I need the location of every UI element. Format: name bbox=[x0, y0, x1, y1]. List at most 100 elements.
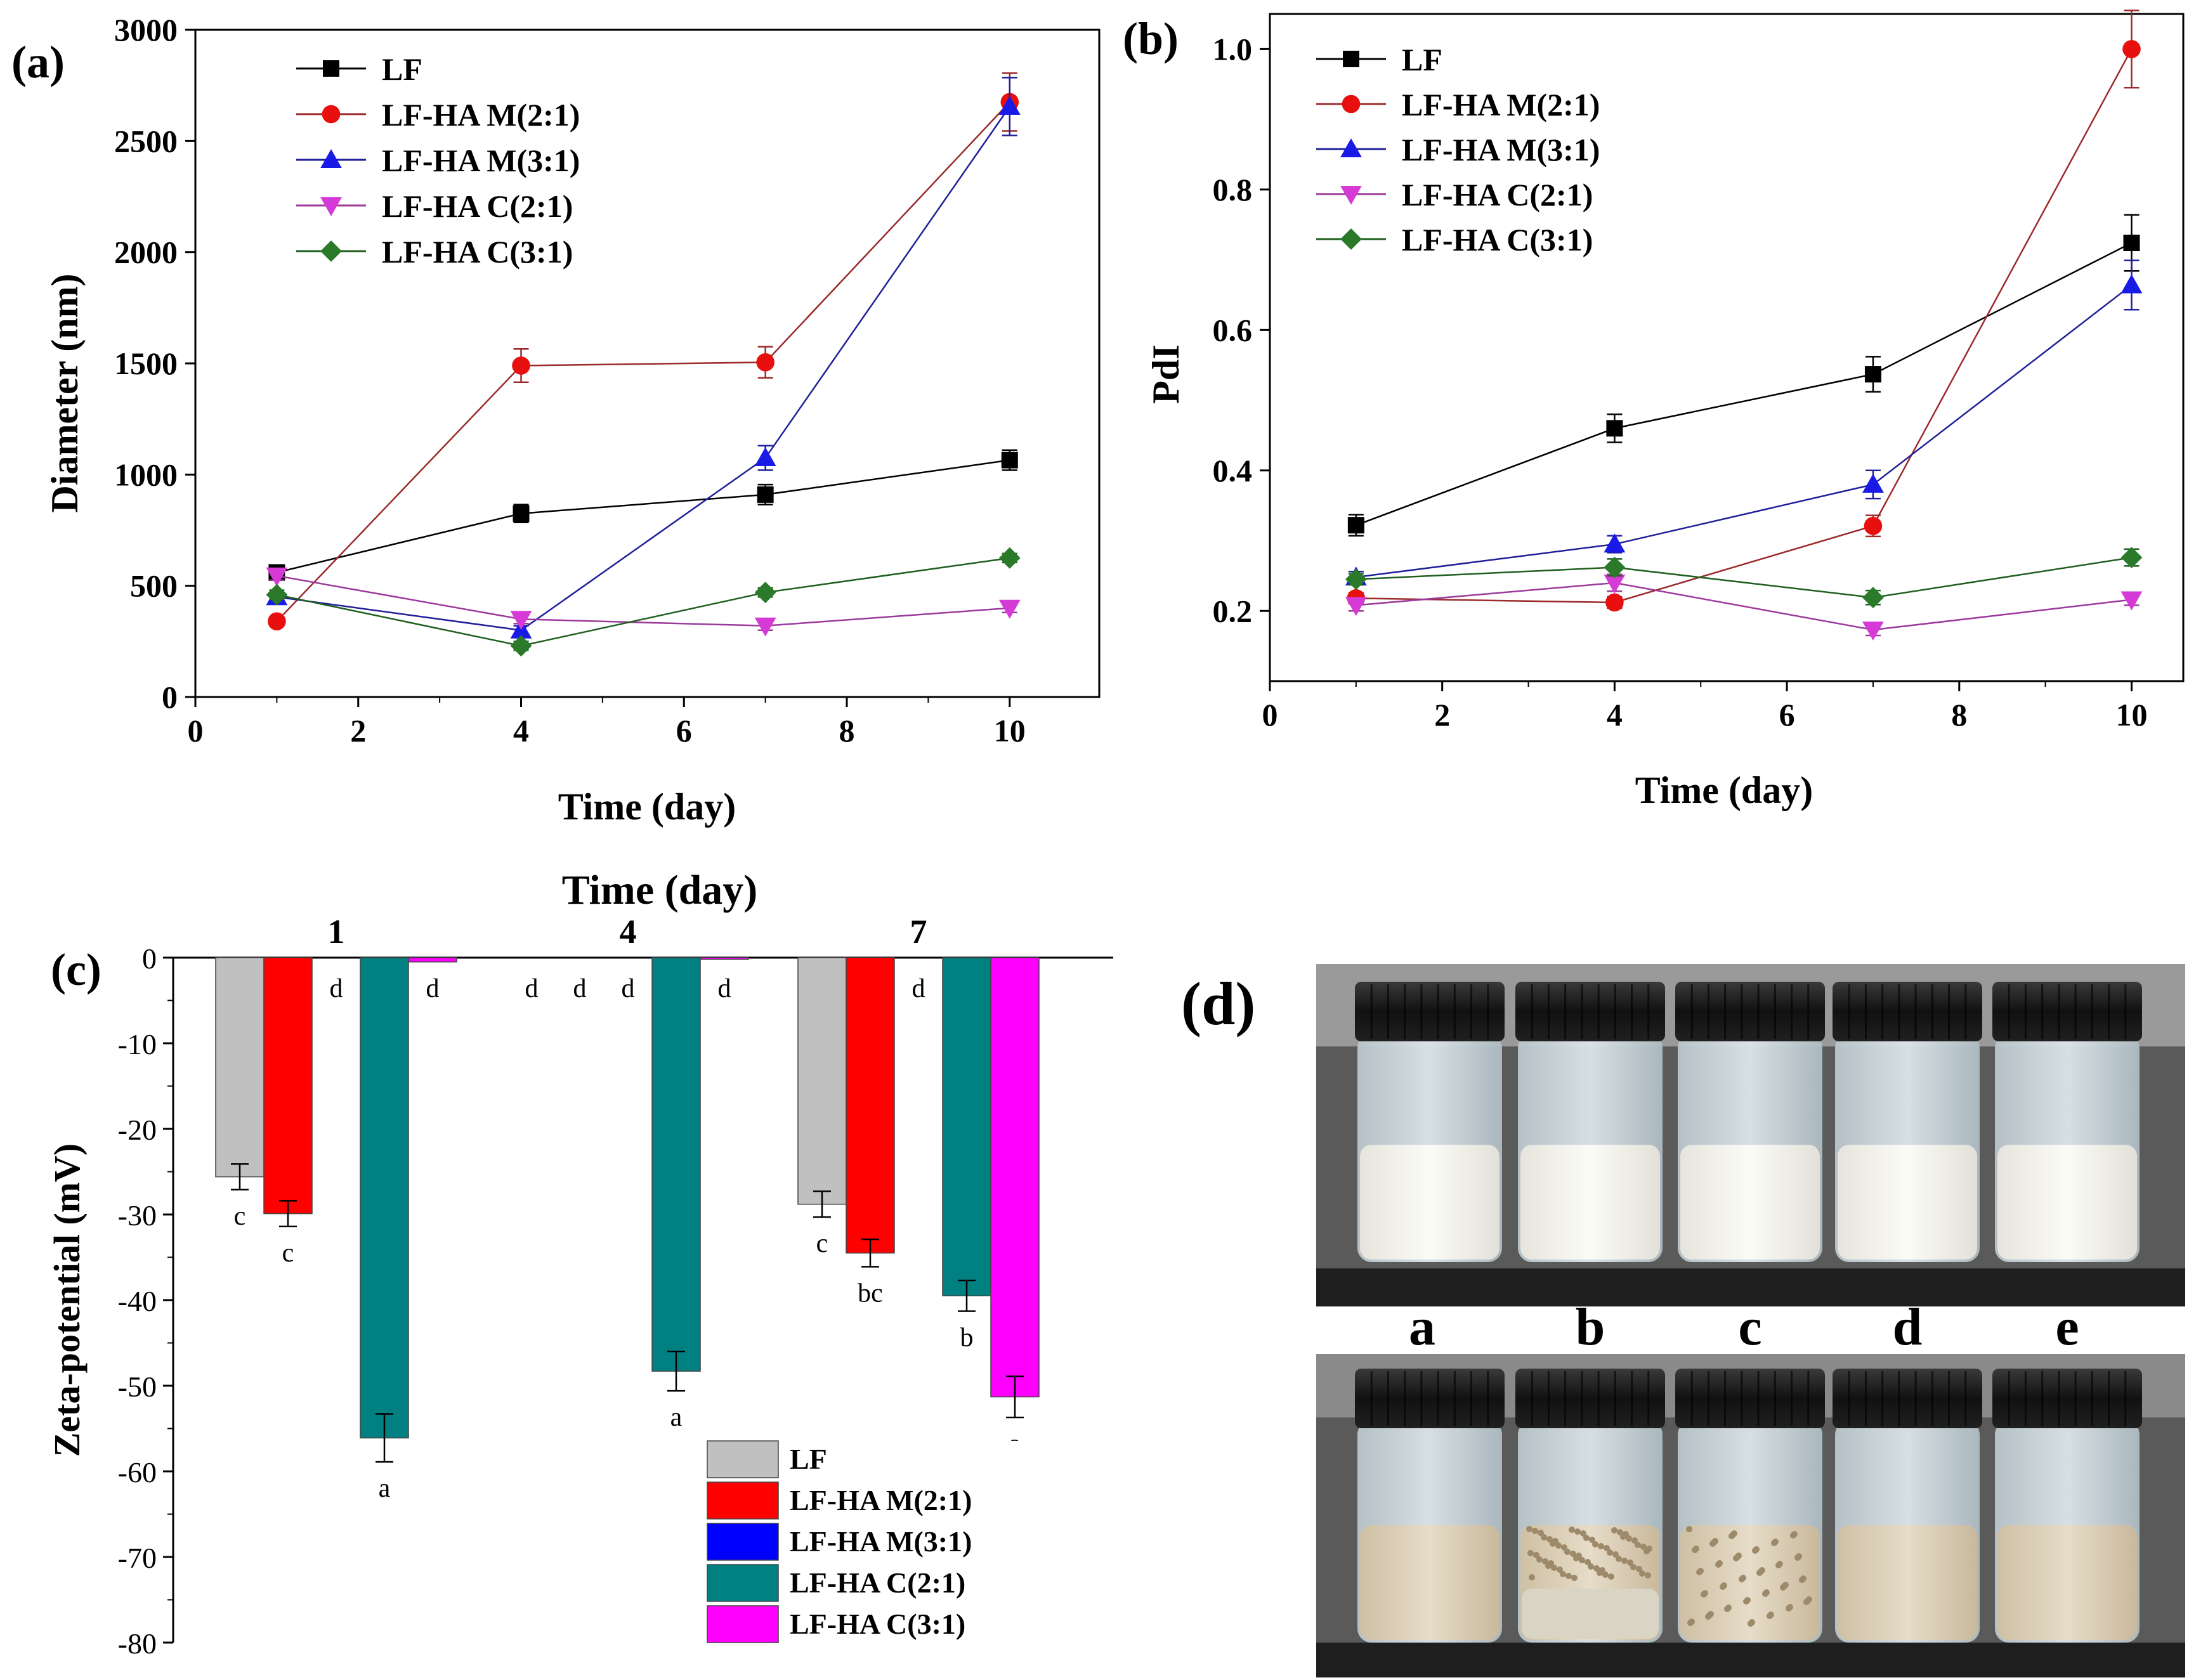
a-legend-marker-C31 bbox=[320, 240, 342, 262]
vial-particle bbox=[1716, 1560, 1723, 1566]
vial-particle bbox=[1593, 1565, 1600, 1572]
vial-cap bbox=[1675, 1369, 1825, 1428]
b-xtick-label: 2 bbox=[1434, 697, 1450, 733]
a-ytick-label: 0 bbox=[162, 679, 178, 715]
a-point-C31 bbox=[754, 582, 776, 604]
a-point-M31 bbox=[998, 96, 1021, 115]
c-legend-swatch-C31 bbox=[707, 1605, 779, 1643]
vial-particle bbox=[1740, 1575, 1746, 1581]
c-legend-swatch-M21 bbox=[707, 1481, 779, 1520]
c-bar-LF bbox=[215, 957, 265, 1178]
c-bar-M21 bbox=[846, 957, 895, 1254]
vial-particle bbox=[1621, 1558, 1628, 1564]
b-point-M21 bbox=[2122, 40, 2141, 58]
vial-particle bbox=[1731, 1530, 1737, 1537]
b-legend-label: LF bbox=[1402, 42, 1442, 77]
vial-particle bbox=[1565, 1573, 1572, 1579]
a-point-C31 bbox=[266, 583, 288, 606]
panel-a-ylabel: Diameter (nm) bbox=[44, 273, 86, 512]
c-significance-letter: d bbox=[912, 974, 925, 1003]
vial-particle bbox=[1635, 1542, 1641, 1548]
vial-particle bbox=[1791, 1531, 1798, 1537]
vial-particle bbox=[1588, 1563, 1594, 1570]
vial-particle bbox=[1557, 1566, 1563, 1573]
c-ytick-label: -70 bbox=[118, 1542, 157, 1574]
vial-label: d bbox=[1893, 1298, 1923, 1357]
panel-a-y-ticks: 0 500 1000 1500 2000 2500 3000 bbox=[114, 12, 195, 715]
c-bar-LF bbox=[797, 957, 847, 1205]
panel-b-frame bbox=[1269, 13, 2185, 682]
vial-before-1 bbox=[1515, 982, 1665, 1262]
vial-particle bbox=[1708, 1611, 1714, 1617]
b-point-C31 bbox=[1862, 587, 1884, 609]
vial-particle bbox=[1611, 1527, 1617, 1533]
vial-liquid bbox=[1997, 1145, 2137, 1260]
b-point-C31 bbox=[2120, 547, 2143, 569]
a-ytick-label: 1500 bbox=[114, 346, 178, 381]
vial-particle bbox=[1627, 1560, 1633, 1566]
vial-clear-layer bbox=[1522, 1589, 1659, 1639]
b-point-M31 bbox=[1604, 533, 1626, 553]
vial-particle bbox=[1768, 1612, 1774, 1618]
b-xtick-label: 0 bbox=[1262, 697, 1278, 733]
vial-particle bbox=[1541, 1534, 1547, 1540]
panel-b-pdi-chart: (b) 0 2 4 6 8 10 0.2 0.4 0.6 0.8 1.0 Time (day) P… bbox=[1123, 10, 2185, 811]
vial-particle bbox=[1806, 1596, 1812, 1603]
a-ytick-label: 1000 bbox=[114, 457, 178, 492]
c-legend-swatch-LF bbox=[707, 1440, 779, 1478]
b-point-C31 bbox=[1345, 568, 1367, 590]
vial-label: c bbox=[1738, 1298, 1761, 1357]
vial-particle bbox=[1626, 1535, 1632, 1542]
vial-after-0 bbox=[1355, 1369, 1505, 1643]
vial-particle bbox=[1744, 1597, 1751, 1603]
panel-c-title: Time (day) bbox=[562, 867, 758, 913]
vial-particle bbox=[1796, 1553, 1802, 1560]
vial-particle bbox=[1574, 1528, 1581, 1535]
a-point-LF bbox=[757, 486, 774, 503]
a-point-C21 bbox=[266, 567, 288, 587]
c-bar-C21 bbox=[942, 957, 991, 1296]
a-legend-marker-M21 bbox=[322, 105, 341, 124]
a-line-C21 bbox=[277, 575, 1010, 627]
vial-cap bbox=[1992, 1369, 2142, 1428]
vial-particle bbox=[1631, 1537, 1638, 1544]
vial-particle bbox=[1546, 1536, 1553, 1542]
vial-particle bbox=[1645, 1572, 1651, 1579]
vial-particle bbox=[1598, 1543, 1604, 1549]
c-significance-letter: d bbox=[330, 974, 343, 1003]
vial-particle bbox=[1579, 1557, 1585, 1563]
vial-particle bbox=[1777, 1561, 1783, 1567]
vial-particle bbox=[1608, 1573, 1614, 1580]
panel-b-label: (b) bbox=[1123, 13, 1179, 64]
b-legend-marker-LF bbox=[1343, 51, 1359, 67]
vial-particle bbox=[1787, 1604, 1793, 1610]
b-legend-marker-C31 bbox=[1340, 228, 1362, 250]
c-legend-label: LF-HA M(3:1) bbox=[790, 1525, 972, 1558]
vial-cap bbox=[1833, 1369, 1982, 1428]
c-significance-letter: b bbox=[960, 1324, 974, 1353]
vial-particle bbox=[1552, 1538, 1558, 1544]
a-legend-label: LF-HA C(2:1) bbox=[382, 188, 573, 224]
a-legend-label: LF-HA M(2:1) bbox=[382, 97, 580, 133]
vial-particle bbox=[1607, 1549, 1613, 1556]
a-point-M21 bbox=[756, 353, 774, 372]
c-ytick-label: -30 bbox=[118, 1199, 157, 1232]
c-significance-letter: c bbox=[282, 1239, 294, 1268]
panel-a-series bbox=[266, 72, 1021, 657]
a-ytick-label: 3000 bbox=[114, 12, 178, 48]
vial-particle bbox=[1646, 1546, 1652, 1552]
vial-cap bbox=[1992, 982, 2142, 1041]
photo-divider bbox=[1316, 1306, 2185, 1354]
c-significance-letter: c bbox=[234, 1202, 246, 1231]
b-point-C21 bbox=[1604, 574, 1626, 594]
panel-a-legend: LF LF-HA M(2:1) LF-HA M(3:1) LF-HA C(2:1) LF… bbox=[296, 51, 580, 270]
vial-liquid bbox=[1838, 1525, 1977, 1640]
vial-particle bbox=[1564, 1549, 1571, 1555]
b-ytick-label: 0.2 bbox=[1213, 593, 1253, 628]
vial-particle bbox=[1616, 1556, 1622, 1562]
c-bar-C31 bbox=[408, 957, 457, 963]
vial-particle bbox=[1576, 1553, 1582, 1559]
b-point-M31 bbox=[1862, 474, 1884, 493]
vials-after bbox=[1355, 1369, 2142, 1643]
